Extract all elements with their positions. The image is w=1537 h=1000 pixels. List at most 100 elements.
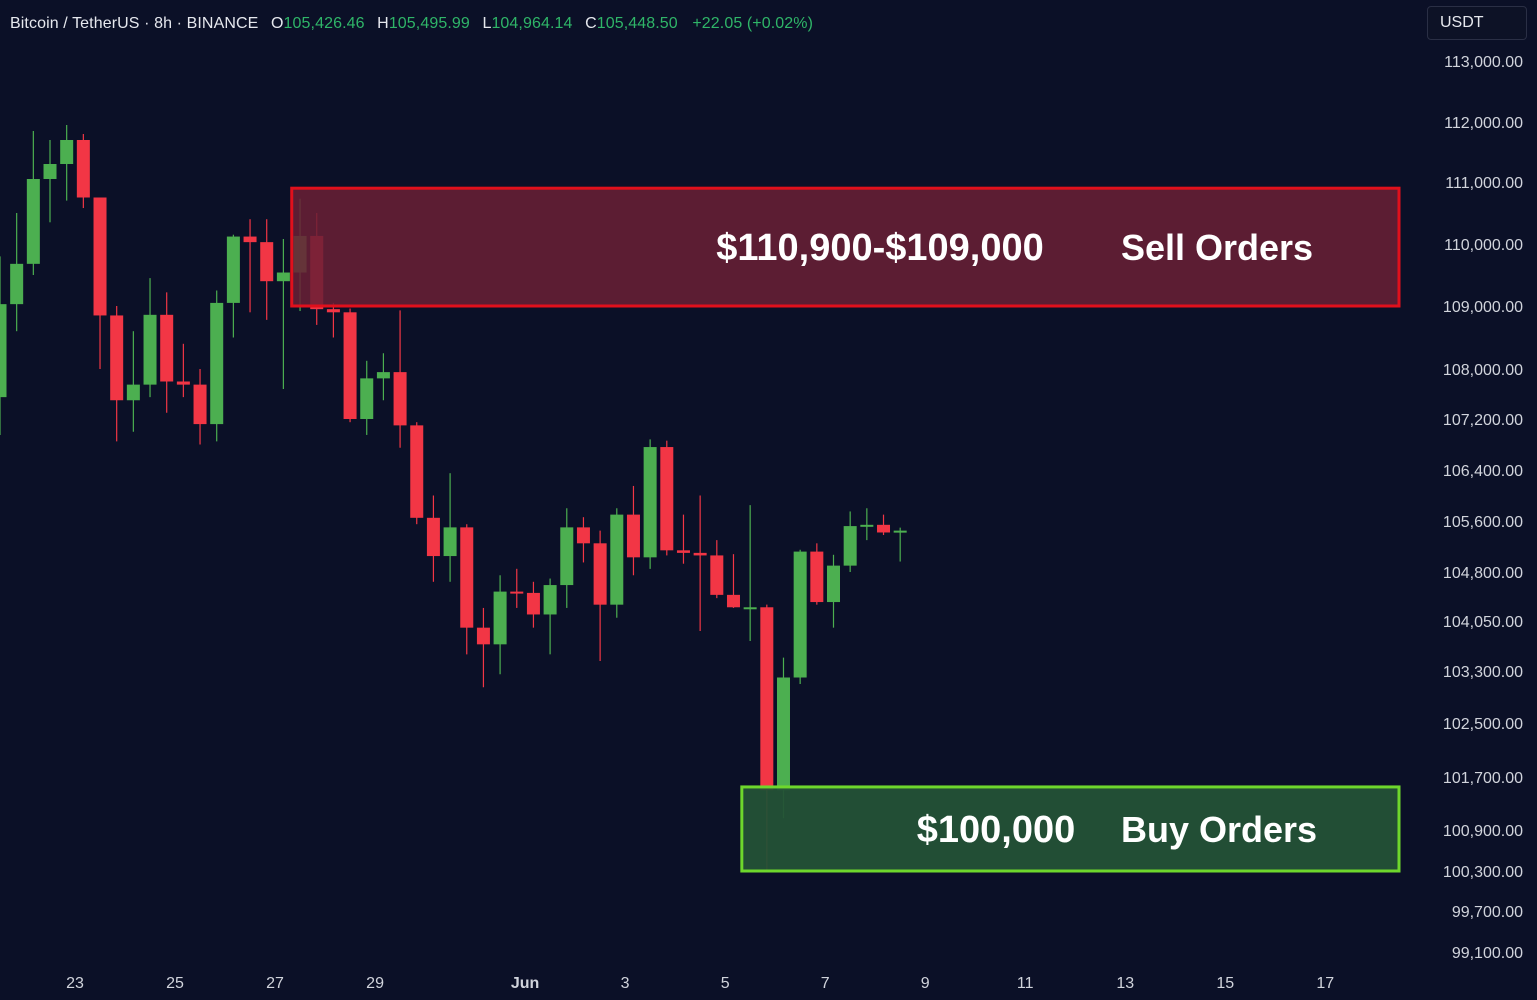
candle-body <box>726 594 740 608</box>
low-value: 104,964.14 <box>491 15 573 32</box>
candle-body <box>143 314 157 385</box>
x-axis-tick-label: Jun <box>511 975 539 992</box>
candle-body <box>60 140 74 164</box>
candle-body <box>543 585 557 615</box>
y-axis-tick-label: 108,000.00 <box>1443 362 1523 379</box>
y-axis-tick-label: 106,400.00 <box>1443 463 1523 480</box>
buy-zone-box <box>740 785 1401 873</box>
candle-body <box>10 263 24 305</box>
candle-body <box>276 272 290 282</box>
close-value: 105,448.50 <box>596 15 678 32</box>
x-axis-tick-label: 7 <box>821 975 830 992</box>
currency-button[interactable]: USDT <box>1427 6 1527 40</box>
x-axis-tick-label: 9 <box>921 975 930 992</box>
candle-body <box>893 530 907 533</box>
candle-body <box>76 140 90 198</box>
open-value: 105,426.46 <box>283 15 365 32</box>
x-axis-tick-label: 15 <box>1216 975 1234 992</box>
x-axis-tick-label: 27 <box>266 975 284 992</box>
candle-body <box>793 551 807 678</box>
x-axis-tick-label: 25 <box>166 975 184 992</box>
y-axis-tick-label: 109,000.00 <box>1443 299 1523 316</box>
y-axis-tick-label: 104,050.00 <box>1443 614 1523 631</box>
candle-body <box>210 302 224 425</box>
open-label: O <box>270 15 284 32</box>
candle-body <box>510 591 524 594</box>
symbol-header: Bitcoin / TetherUS · 8h · BINANCE O105,4… <box>10 15 813 33</box>
y-axis-tick-label: 102,500.00 <box>1443 716 1523 733</box>
candle-body <box>660 447 674 551</box>
y-axis-tick-label: 103,300.00 <box>1443 664 1523 681</box>
candle-body <box>827 565 840 603</box>
close-label: C <box>585 15 597 32</box>
x-axis-tick-label: 29 <box>366 975 384 992</box>
candle-body <box>877 524 891 533</box>
candle-body <box>426 517 440 557</box>
candle-body <box>176 381 190 385</box>
candle-body <box>860 524 874 527</box>
y-axis-tick-label: 101,700.00 <box>1443 770 1523 787</box>
candle-body <box>360 378 374 419</box>
candle-body <box>560 527 574 586</box>
candle-body <box>643 447 657 558</box>
change-value: +22.05 (+0.02%) <box>692 15 814 32</box>
candle-body <box>26 179 40 264</box>
candle-body <box>160 314 174 382</box>
candle-body <box>460 527 474 628</box>
y-axis-tick-label: 104,800.00 <box>1443 565 1523 582</box>
candle-body <box>626 514 640 558</box>
candle-body <box>393 372 407 426</box>
candle-body <box>243 236 257 243</box>
candle-body <box>743 607 757 610</box>
candle-body <box>0 304 7 398</box>
candle-body <box>410 425 424 518</box>
sell-zone-box <box>290 186 1401 308</box>
high-value: 105,495.99 <box>388 15 470 32</box>
candle-body <box>110 315 124 401</box>
candle-body <box>493 591 507 645</box>
candle-body <box>610 514 624 605</box>
buy-zone-label: Buy Orders <box>1121 809 1317 850</box>
symbol-title[interactable]: Bitcoin / TetherUS · 8h · BINANCE <box>10 15 259 32</box>
candle-body <box>576 527 590 544</box>
y-axis-tick-label: 99,100.00 <box>1452 945 1523 962</box>
y-axis-tick-label: 113,000.00 <box>1444 54 1523 71</box>
x-axis-tick-label: 11 <box>1017 975 1034 992</box>
candle-body <box>526 592 540 615</box>
candle-body <box>226 236 240 303</box>
y-axis-tick-label: 111,000.00 <box>1445 175 1523 192</box>
x-axis-tick-label: 3 <box>621 975 630 992</box>
candle-body <box>326 309 340 313</box>
high-label: H <box>377 15 389 32</box>
candle-body <box>476 627 490 645</box>
y-axis-tick-label: 107,200.00 <box>1443 412 1523 429</box>
buy-zone-price-label: $100,000 <box>917 809 1076 851</box>
y-axis-tick-label: 105,600.00 <box>1443 514 1523 531</box>
candle-body <box>376 372 390 379</box>
candle-body <box>343 312 357 419</box>
candle-body <box>843 526 857 566</box>
sell-zone-label: Sell Orders <box>1121 227 1313 268</box>
low-label: L <box>482 15 492 32</box>
candle-body <box>810 551 824 603</box>
candle-body <box>443 527 457 557</box>
x-axis-tick-label: 13 <box>1116 975 1134 992</box>
candle-body <box>693 552 707 556</box>
candle-body <box>93 197 107 316</box>
y-axis-tick-label: 100,900.00 <box>1443 823 1523 840</box>
x-axis-tick-label: 23 <box>66 975 84 992</box>
candle-body <box>126 384 140 401</box>
candle-body <box>260 242 274 282</box>
candle-body <box>760 607 774 791</box>
candle-body <box>776 677 790 791</box>
y-axis-tick-label: 112,000.00 <box>1444 115 1523 132</box>
y-axis-tick-label: 99,700.00 <box>1452 904 1523 921</box>
candle-body <box>676 550 690 553</box>
candle-body <box>43 164 57 179</box>
y-axis-tick-label: 100,300.00 <box>1443 864 1523 881</box>
x-axis-tick-label: 5 <box>721 975 730 992</box>
y-axis-tick-label: 110,000.00 <box>1444 237 1523 254</box>
candle-body <box>710 555 724 595</box>
